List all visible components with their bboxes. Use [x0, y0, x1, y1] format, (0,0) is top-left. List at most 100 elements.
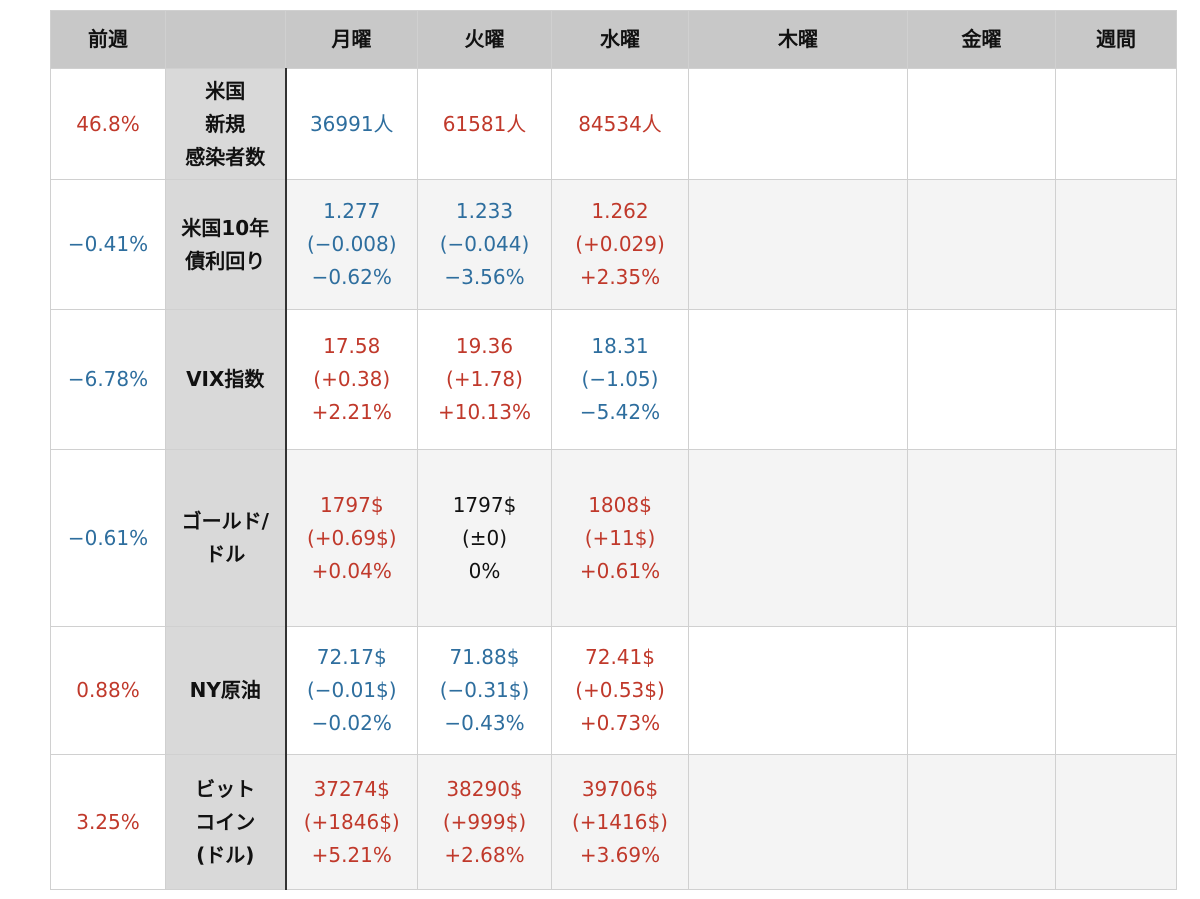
cell-value-line: 61581人 [442, 111, 527, 136]
cell-value-line: −0.43% [444, 711, 525, 735]
cell-value-line: (±0) [461, 525, 508, 550]
cell-value-line: 71.88$ [449, 645, 520, 669]
row-label-line: (ドル) [196, 842, 255, 867]
row-label-line: コイン [195, 809, 256, 834]
cell-value-line: 1797$ [319, 492, 384, 517]
cell-wednesday: 1.262 (+0.029) +2.35% [551, 179, 689, 310]
cell-wednesday: 72.41$ (+0.53$) +0.73% [551, 626, 689, 755]
cell-value-line: (+999$) [442, 809, 527, 834]
row-label-line: 新規 [205, 111, 246, 136]
cell-value-line: 0% [468, 558, 501, 583]
prev-week-change: −6.78% [50, 309, 166, 450]
cell-wednesday: 18.31 (−1.05) −5.42% [551, 309, 689, 450]
cell-tuesday: 19.36 (+1.78) +10.13% [417, 309, 552, 450]
table-row: 46.8% 米国 新規 感染者数 36991人 61581人 84534人 [50, 68, 1177, 180]
prev-week-change: 46.8% [50, 68, 166, 180]
header-blank [165, 10, 286, 69]
header-friday: 金曜 [907, 10, 1056, 69]
cell-thursday [688, 179, 908, 310]
cell-value-line: (−0.01$) [306, 678, 397, 702]
row-label-line: ドル [205, 542, 246, 566]
cell-value-line: (−0.31$) [439, 678, 530, 702]
cell-value-line: +0.61% [579, 558, 661, 583]
cell-thursday [688, 449, 908, 627]
cell-value-line: 38290$ [446, 776, 523, 801]
cell-monday: 37274$ (+1846$) +5.21% [285, 754, 418, 890]
table-row: −0.61% ゴールド/ドル 1797$ (+0.69$) +0.04% 1797$ (±0… [50, 449, 1177, 627]
row-label: VIX指数 [165, 309, 287, 450]
cell-value-line: −3.56% [444, 265, 525, 289]
header-wednesday: 水曜 [551, 10, 689, 69]
cell-value-line: 72.41$ [585, 645, 655, 669]
row-label: ゴールド/ドル [165, 449, 287, 627]
cell-monday: 1797$ (+0.69$) +0.04% [285, 449, 418, 627]
prev-week-change: 3.25% [50, 754, 166, 890]
cell-value-line: +0.04% [311, 558, 392, 583]
row-label-line: 感染者数 [185, 144, 266, 169]
cell-friday [907, 179, 1056, 310]
cell-value-line: −5.42% [579, 400, 661, 424]
cell-thursday [688, 626, 908, 755]
cell-value-line: +2.35% [579, 265, 661, 289]
cell-tuesday: 1.233 (−0.044) −3.56% [417, 179, 552, 310]
cell-value-line: 1.233 [455, 199, 514, 223]
header-tuesday: 火曜 [417, 10, 552, 69]
cell-value-line: 19.36 [455, 334, 514, 358]
prev-week-change: 0.88% [50, 626, 166, 755]
cell-value-line: (−1.05) [581, 367, 659, 391]
cell-thursday [688, 68, 908, 180]
row-label: 米国10年 債利回り [165, 179, 287, 310]
cell-value-line: +10.13% [437, 400, 532, 424]
cell-value-line: 37274$ [313, 776, 390, 801]
cell-value-line: (+0.38) [313, 367, 391, 391]
cell-value-line: 39706$ [581, 776, 659, 801]
header-monday: 月曜 [285, 10, 418, 69]
cell-value-line: −0.02% [311, 711, 392, 735]
cell-monday: 17.58 (+0.38) +2.21% [285, 309, 418, 450]
row-label-line: ビット [195, 776, 256, 801]
cell-wednesday: 1808$ (+11$) +0.61% [551, 449, 689, 627]
cell-thursday [688, 309, 908, 450]
cell-friday [907, 626, 1056, 755]
row-label-line: ゴールド/ [181, 509, 269, 533]
cell-friday [907, 309, 1056, 450]
table-row: 3.25% ビット コイン (ドル) 37274$ (+1846$) +5.21% 38290… [50, 754, 1177, 890]
cell-value-line: 1.262 [591, 199, 649, 223]
row-label-line: 米国10年 [181, 215, 270, 240]
table-row: −0.41% 米国10年 債利回り 1.277 (−0.008) −0.62% 1.233(… [50, 179, 1177, 310]
cell-value-line: 84534人 [578, 111, 662, 136]
prev-week-change: −0.41% [50, 179, 166, 310]
row-label-line: NY原油 [189, 678, 261, 702]
cell-value-line: (+11$) [584, 525, 656, 550]
cell-monday: 36991人 [285, 68, 418, 180]
cell-value-line: +2.68% [444, 842, 525, 867]
cell-friday [907, 68, 1056, 180]
table-row: −6.78% VIX指数 17.58 (+0.38) +2.21% 19.36 (+1.78… [50, 309, 1177, 450]
prev-week-change: −0.61% [50, 449, 166, 627]
cell-value-line: (+1416$) [572, 809, 668, 834]
cell-friday [907, 754, 1056, 890]
cell-value-line: 36991人 [309, 111, 394, 136]
cell-weekly [1055, 179, 1177, 310]
cell-thursday [688, 754, 908, 890]
cell-value-line: (+1.78) [446, 367, 523, 391]
cell-value-line: 1.277 [323, 199, 381, 223]
header-row: 前週 月曜 火曜 水曜 木曜 金曜 週間 [50, 10, 1177, 69]
cell-value-line: 72.17$ [316, 645, 387, 669]
header-thursday: 木曜 [688, 10, 908, 69]
cell-weekly [1055, 754, 1177, 890]
cell-value-line: +0.73% [579, 711, 661, 735]
cell-value-line: +3.69% [579, 842, 661, 867]
market-summary-table: 前週 月曜 火曜 水曜 木曜 金曜 週間 46.8% 米国 新規 感染者数 36991人… [50, 10, 1177, 890]
cell-value-line: 1808$ [588, 492, 652, 517]
cell-value-line: (+0.53$) [575, 678, 665, 702]
cell-tuesday: 61581人 [417, 68, 552, 180]
cell-value-line: +2.21% [311, 400, 392, 424]
row-label: 米国 新規 感染者数 [165, 68, 287, 180]
table-row: 0.88% NY原油 72.17$ (−0.01$) −0.02% 71.88$ (−0.3… [50, 626, 1177, 755]
cell-wednesday: 39706$ (+1416$) +3.69% [551, 754, 689, 890]
cell-tuesday: 38290$ (+999$) +2.68% [417, 754, 552, 890]
row-label: NY原油 [165, 626, 287, 755]
cell-value-line: 17.58 [323, 334, 381, 358]
cell-tuesday: 1797$ (±0) 0% [417, 449, 552, 627]
